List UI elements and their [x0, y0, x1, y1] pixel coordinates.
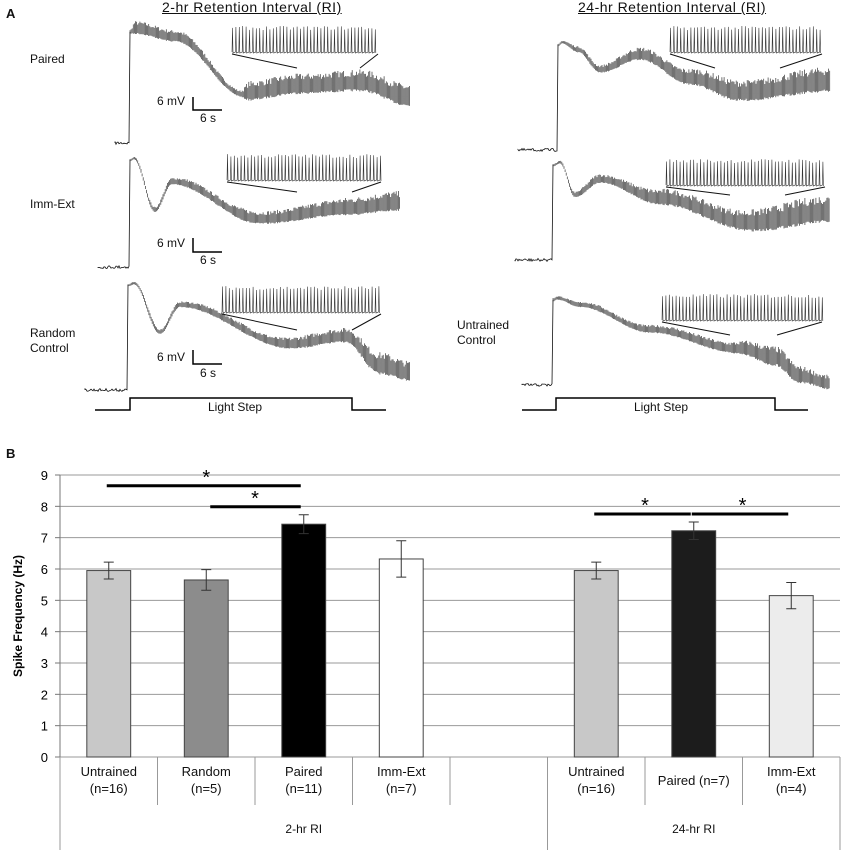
bar: [86, 570, 132, 758]
trace-band: [127, 282, 410, 381]
x-tick-label: Imm-Ext (n=7): [377, 764, 426, 796]
trace-band: [557, 41, 831, 101]
trace: [97, 159, 131, 269]
error-bar: [688, 521, 699, 541]
bar: [573, 570, 619, 758]
x-tick-label: Paired (n=7): [657, 773, 730, 788]
inset-connector: [669, 53, 716, 69]
error-bar: [201, 569, 212, 591]
y-tick-label: 5: [41, 593, 48, 608]
y-tick-label: 8: [41, 499, 48, 514]
inset-trace: [226, 154, 382, 182]
error-bar: [103, 561, 114, 580]
bar: [183, 579, 229, 758]
row-label: Random Control: [30, 326, 76, 355]
inset-connector: [351, 313, 382, 331]
row-label: Untrained Control: [457, 318, 510, 347]
trace: [521, 299, 554, 387]
inset-connector: [779, 53, 823, 69]
bar: [768, 595, 814, 758]
inset-trace: [661, 294, 824, 322]
error-bar: [786, 581, 797, 610]
trace-band: [552, 296, 830, 390]
x-tick-label: Paired (n=11): [284, 764, 323, 796]
significance-label: *: [641, 495, 649, 517]
x-tick-label: Imm-Ext (n=4): [767, 764, 816, 796]
inset-connector: [359, 53, 379, 69]
scale-bar: [192, 350, 222, 365]
stimulus-step: [95, 397, 386, 411]
trace: [514, 164, 554, 263]
row-label: Imm-Ext: [30, 197, 75, 211]
x-tick-label: Random (n=5): [181, 764, 231, 796]
scale-voltage: 6 mV: [157, 236, 186, 250]
inset-connector: [351, 181, 382, 193]
y-tick-label: 7: [41, 531, 48, 546]
scale-bar: [192, 238, 222, 253]
stimulus-step: [522, 397, 808, 411]
column-title: 24-hr Retention Interval (RI): [578, 0, 767, 15]
inset-trace: [665, 159, 824, 187]
group-label: 2-hr RI: [285, 822, 323, 836]
y-axis-title: Spike Frequency (Hz): [11, 555, 25, 677]
scale-bar: [192, 97, 222, 111]
row-label: Paired: [30, 52, 65, 66]
scale-time: 6 s: [200, 253, 217, 267]
trace: [114, 31, 131, 146]
inset-connector: [776, 321, 823, 336]
significance-label: *: [251, 488, 259, 510]
inset-connector: [221, 313, 298, 331]
stimulus-label: Light Step: [634, 400, 689, 414]
trace: [517, 44, 559, 152]
error-bar: [396, 540, 407, 578]
inset-connector: [784, 186, 826, 196]
x-tick-label: Untrained (n=16): [568, 764, 625, 796]
trace-band: [552, 160, 830, 232]
scale-voltage: 6 mV: [157, 94, 186, 108]
trace-band: [129, 21, 410, 106]
column-title: 2-hr Retention Interval (RI): [162, 0, 342, 15]
inset-connector: [231, 53, 298, 69]
scale-voltage: 6 mV: [157, 350, 186, 364]
trace: [84, 284, 129, 393]
y-tick-label: 6: [41, 562, 48, 577]
error-bar: [591, 561, 602, 580]
y-tick-label: 3: [41, 656, 48, 671]
bar: [378, 558, 424, 758]
group-label: 24-hr RI: [672, 822, 716, 836]
stimulus-label: Light Step: [208, 400, 263, 414]
bar: [281, 523, 327, 758]
y-tick-label: 1: [41, 719, 48, 734]
panel-label: A: [6, 6, 16, 21]
significance-label: *: [202, 467, 210, 489]
trace-band: [129, 157, 400, 224]
significance-label: *: [739, 495, 747, 517]
inset-connector: [226, 181, 298, 193]
inset-trace: [231, 26, 377, 54]
y-tick-label: 2: [41, 687, 48, 702]
y-tick-label: 9: [41, 468, 48, 483]
scale-time: 6 s: [200, 111, 217, 125]
inset-connector: [661, 321, 731, 336]
y-tick-label: 0: [41, 750, 48, 765]
bar: [671, 530, 717, 758]
error-bar: [298, 514, 309, 535]
inset-trace: [669, 26, 821, 54]
panel-label: B: [6, 446, 16, 461]
inset-connector: [665, 186, 731, 196]
inset-trace: [221, 286, 380, 314]
scale-time: 6 s: [200, 366, 217, 380]
x-tick-label: Untrained (n=16): [80, 764, 137, 796]
y-tick-label: 4: [41, 625, 48, 640]
